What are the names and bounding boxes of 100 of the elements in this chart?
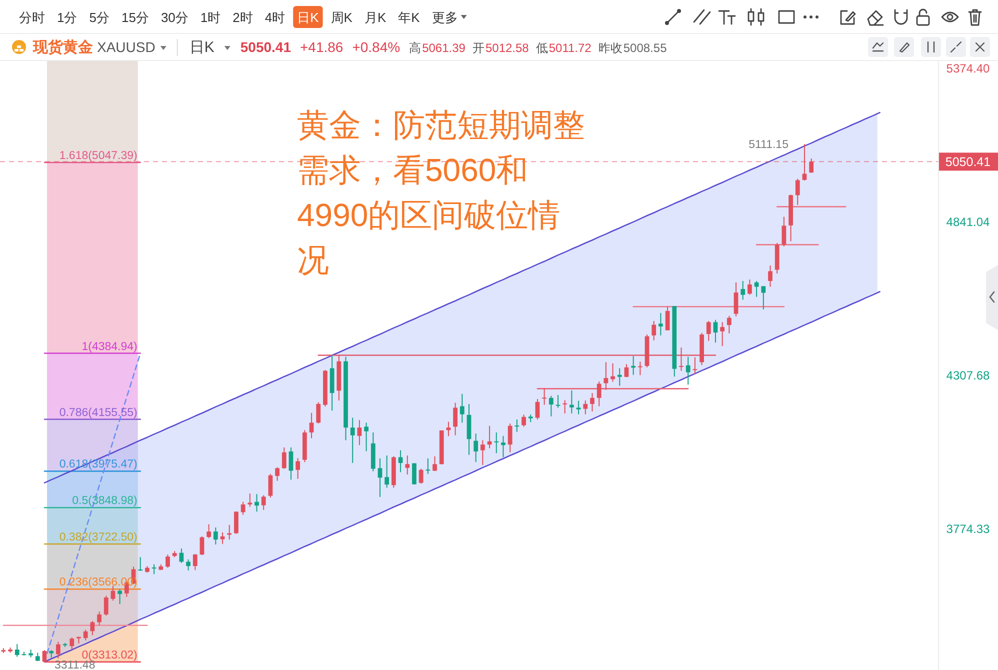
series-label: 0.5(3848.98) — [72, 495, 138, 508]
candlestick — [405, 454, 410, 475]
candlestick — [234, 511, 238, 534]
candlestick — [14, 644, 20, 658]
candlestick — [138, 556, 143, 572]
candlestick — [631, 356, 636, 376]
candlestick — [768, 264, 772, 288]
text: 5分 — [89, 10, 110, 25]
annotation: 3311.48 — [54, 659, 96, 670]
y-tick-label: 3774.33 — [946, 522, 990, 536]
candlestick — [384, 454, 390, 488]
candlestick — [186, 558, 190, 571]
candlestick — [426, 458, 430, 474]
candlestick — [179, 548, 184, 564]
candlestick — [658, 312, 663, 336]
text: 开 — [472, 41, 484, 55]
candlestick — [309, 412, 314, 439]
text: 5061.39 — [422, 41, 466, 55]
candlestick — [248, 492, 252, 508]
candlestick — [288, 446, 294, 480]
candlestick — [501, 435, 506, 458]
line-series — [44, 112, 880, 484]
text: 更多 — [432, 10, 458, 25]
text: 周K — [330, 10, 353, 25]
candlestick — [761, 286, 766, 310]
series-label: 0.786(4155.55) — [59, 406, 138, 419]
candlestick — [665, 306, 670, 332]
candlestick — [166, 554, 170, 568]
candlestick — [398, 450, 403, 473]
text: 日K — [189, 39, 214, 56]
candlestick — [97, 611, 102, 626]
candlestick — [679, 347, 684, 372]
candlestick — [350, 417, 355, 464]
candlestick — [254, 494, 259, 512]
candlestick — [90, 620, 95, 636]
candlestick — [720, 322, 725, 347]
text: 1分 — [57, 10, 78, 25]
candlestick — [261, 494, 266, 510]
text: 4时 — [264, 10, 286, 25]
candlestick — [562, 400, 568, 414]
candlestick — [282, 446, 286, 470]
ref-line-label: 5050.41 — [945, 155, 991, 170]
candlestick — [275, 466, 280, 482]
y-tick-label: 5374.40 — [946, 61, 990, 76]
candlestick — [104, 595, 108, 616]
candlestick — [713, 319, 718, 344]
text: 昨收 — [598, 41, 622, 55]
text: 15分 — [121, 10, 149, 25]
series-label: 0(3313.02) — [82, 649, 138, 662]
candlestick — [542, 388, 547, 406]
series-label: 0.382(3722.50) — [59, 532, 138, 544]
candlestick — [754, 280, 759, 298]
text: 月K — [364, 10, 386, 25]
text: 5011.72 — [548, 41, 592, 55]
candlestick — [220, 532, 225, 544]
text: XAUUSD — [97, 39, 156, 55]
text: 5008.55 — [623, 41, 668, 55]
candlestick — [56, 641, 60, 659]
series-label: 1(4384.94) — [82, 340, 138, 353]
candlestick — [227, 524, 232, 540]
candlestick — [474, 433, 478, 463]
candlestick — [548, 395, 554, 417]
candlestick — [83, 629, 88, 641]
candlestick — [118, 588, 122, 605]
text: 低 — [536, 41, 548, 55]
text: 1时 — [200, 10, 221, 25]
candlestick — [795, 178, 800, 206]
candlestick — [522, 414, 526, 428]
text: +41.86 — [300, 39, 344, 55]
candlestick — [480, 440, 485, 466]
candlestick — [610, 362, 615, 382]
text: 日K — [297, 10, 320, 25]
candlestick — [453, 402, 458, 436]
candlestick — [652, 320, 656, 341]
text: 分时 — [19, 10, 45, 25]
candlestick — [686, 356, 690, 386]
candlestick — [726, 315, 732, 334]
text: 5050.41 — [240, 39, 292, 55]
candlestick — [734, 282, 738, 317]
candlestick — [782, 216, 786, 247]
candlestick — [200, 536, 204, 556]
text: 年K — [398, 10, 420, 25]
candlestick — [583, 400, 588, 415]
candlestick — [206, 524, 212, 539]
candlestick — [316, 402, 321, 424]
candlestick — [748, 279, 752, 296]
candlestick — [296, 458, 300, 480]
candlestick — [596, 380, 602, 407]
candlestick — [576, 400, 581, 415]
candlestick — [802, 144, 807, 181]
candlestick — [508, 423, 512, 453]
candlestick — [590, 392, 594, 412]
candlestick — [268, 473, 273, 498]
candlestick — [617, 368, 622, 386]
text: 2时 — [232, 10, 253, 25]
candlestick — [809, 158, 814, 174]
text: 高 — [409, 41, 422, 55]
candlestick — [432, 456, 437, 472]
candlestick — [192, 553, 198, 571]
text: +0.84% — [352, 39, 400, 55]
